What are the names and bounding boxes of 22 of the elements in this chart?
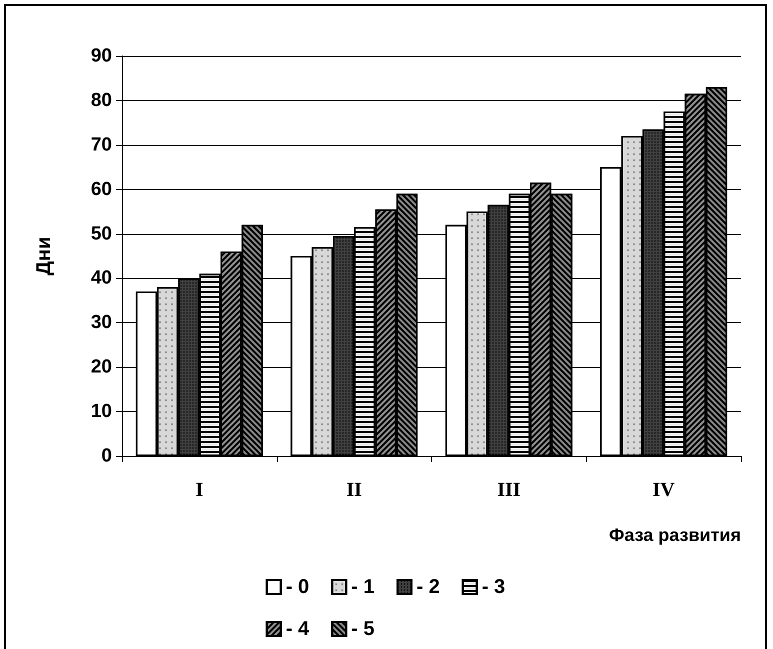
- y-tick-label: 20: [90, 356, 112, 378]
- x-tick-label: II: [346, 479, 362, 501]
- y-tick-label: 50: [90, 223, 112, 244]
- legend-label: - 1: [351, 576, 375, 598]
- y-tick-label: 10: [90, 401, 112, 422]
- legend-label: - 2: [416, 576, 440, 598]
- legend-label: - 3: [482, 576, 506, 598]
- x-axis-title: Фаза развития: [608, 525, 741, 545]
- y-tick-label: 90: [90, 46, 112, 66]
- y-tick-label: 80: [90, 90, 112, 111]
- x-tick-label: III: [497, 479, 521, 501]
- y-tick-label: 0: [101, 446, 112, 466]
- y-tick-label: 30: [90, 312, 112, 334]
- legend-label: - 4: [286, 618, 310, 640]
- x-tick-label: IV: [652, 479, 676, 501]
- y-axis-title: Дни: [33, 236, 55, 276]
- y-tick-label: 60: [90, 178, 112, 200]
- legend-label: - 5: [351, 618, 375, 640]
- legend-label: - 0: [286, 576, 310, 598]
- x-tick-label: I: [195, 479, 204, 501]
- y-tick-label: 40: [90, 268, 112, 289]
- y-tick-label: 70: [90, 134, 112, 156]
